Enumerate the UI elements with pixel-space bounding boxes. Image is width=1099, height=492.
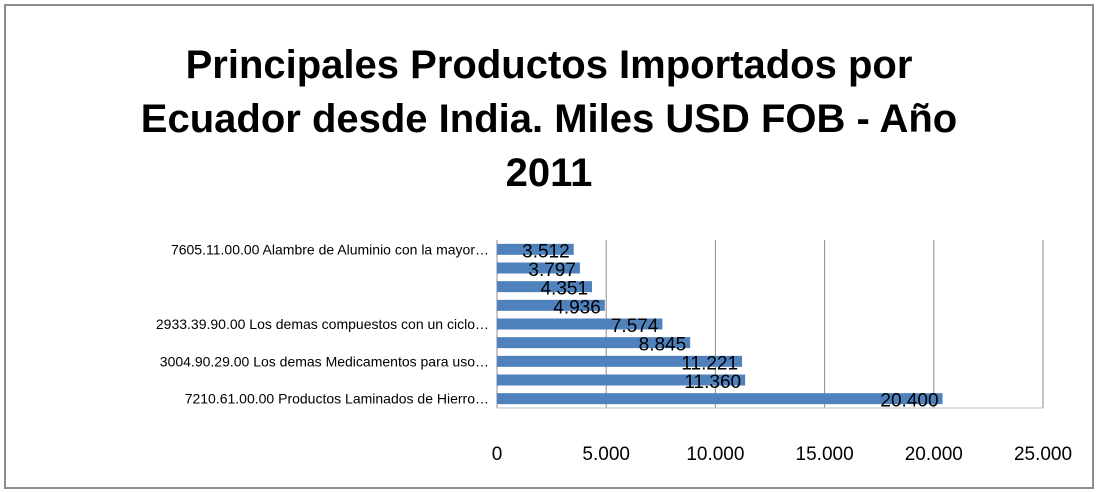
x-tick-label: 20.000: [905, 444, 963, 465]
x-tick-label: 15.000: [796, 444, 854, 465]
chart-title-line-3: 2011: [505, 151, 593, 195]
bar: [497, 337, 691, 349]
data-label: 11.221: [681, 353, 738, 374]
bar: [497, 299, 605, 311]
category-label: 3004.90.29.00 Los demas Medicamentos par…: [160, 353, 489, 369]
category-label: 7605.11.00.00 Alambre de Aluminio con la…: [171, 241, 489, 257]
bar: [497, 281, 593, 293]
data-label: 4.936: [553, 297, 601, 318]
data-label: 3.512: [522, 241, 570, 262]
bar: [497, 243, 574, 255]
category-label: 7210.61.00.00 Productos Laminados de Hie…: [185, 391, 489, 407]
bar: [497, 318, 663, 330]
x-tick-label: 0: [492, 444, 503, 465]
x-tick-label: 5.000: [582, 444, 630, 465]
bar: [497, 374, 746, 386]
data-label: 4.351: [540, 279, 588, 300]
data-label: 20.400: [880, 391, 938, 412]
category-label: 2933.39.90.00 Los demas compuestos con u…: [156, 316, 489, 332]
chart-title-line-2: Ecuador desde India. Miles USD FOB - Año: [140, 97, 958, 141]
data-label: 8.845: [639, 335, 687, 356]
bar: [497, 393, 943, 405]
chart-title: Principales Productos Importados por Ecu…: [6, 38, 1092, 200]
bar: [497, 355, 743, 367]
data-label: 11.360: [684, 372, 741, 393]
x-tick-label: 10.000: [686, 444, 744, 465]
bar: [497, 262, 580, 274]
data-label: 3.797: [528, 260, 576, 281]
x-tick-label: 25.000: [1014, 444, 1072, 465]
chart-title-line-1: Principales Productos Importados por: [185, 43, 913, 87]
data-label: 7.574: [611, 316, 659, 337]
